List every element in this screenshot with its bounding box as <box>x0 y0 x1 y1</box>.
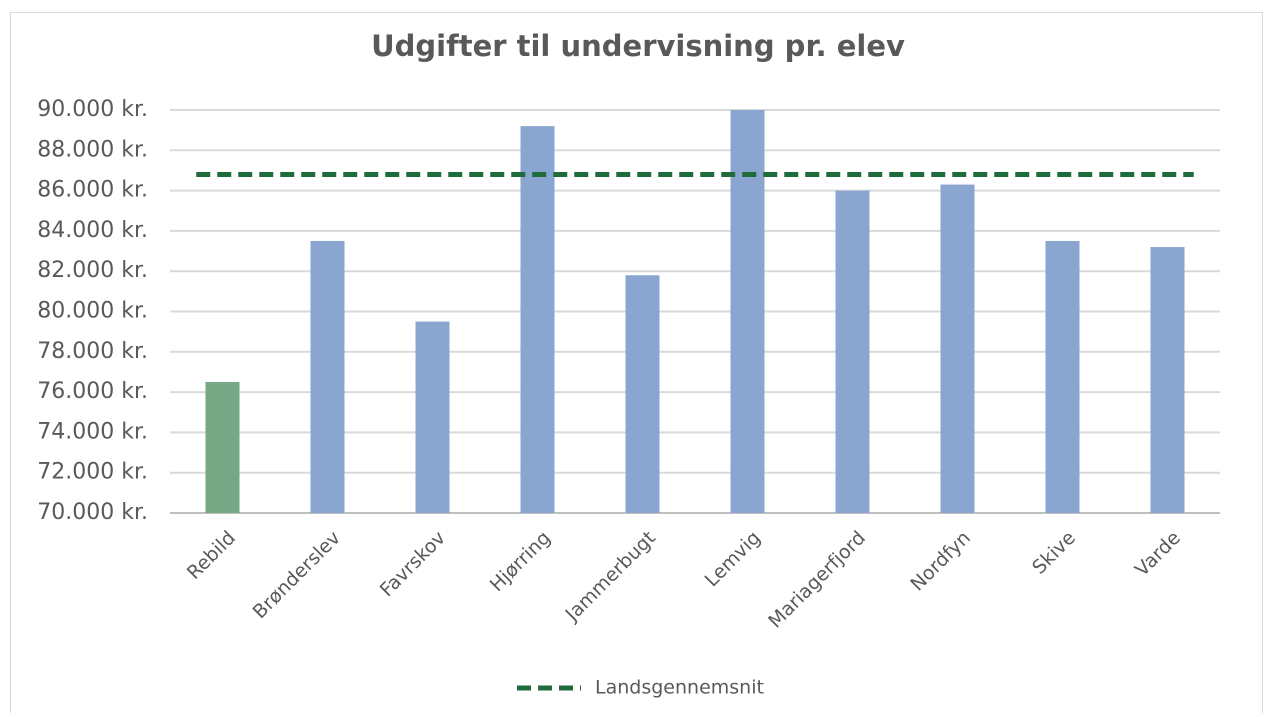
legend-label: Landsgennemsnit <box>595 677 764 699</box>
bar <box>625 275 660 513</box>
y-tick-label: 72.000 kr. <box>37 460 148 485</box>
y-tick-label: 70.000 kr. <box>37 500 148 525</box>
bar <box>205 382 240 513</box>
bar <box>835 190 870 513</box>
bar <box>1045 240 1080 513</box>
y-tick-label: 74.000 kr. <box>37 419 148 444</box>
chart-title: Udgifter til undervisning pr. elev <box>371 29 905 63</box>
y-tick-label: 80.000 kr. <box>37 299 148 324</box>
y-tick-label: 90.000 kr. <box>37 97 148 122</box>
bar <box>1150 247 1185 513</box>
y-tick-label: 82.000 kr. <box>37 258 148 283</box>
y-tick-label: 86.000 kr. <box>37 178 148 203</box>
bar <box>520 126 555 514</box>
y-tick-label: 76.000 kr. <box>37 379 148 404</box>
bar <box>940 184 975 513</box>
bar <box>730 110 765 513</box>
y-tick-label: 88.000 kr. <box>37 137 148 162</box>
bar <box>415 321 450 513</box>
bar <box>310 240 345 513</box>
y-tick-label: 84.000 kr. <box>37 218 148 243</box>
y-tick-label: 78.000 kr. <box>37 339 148 364</box>
